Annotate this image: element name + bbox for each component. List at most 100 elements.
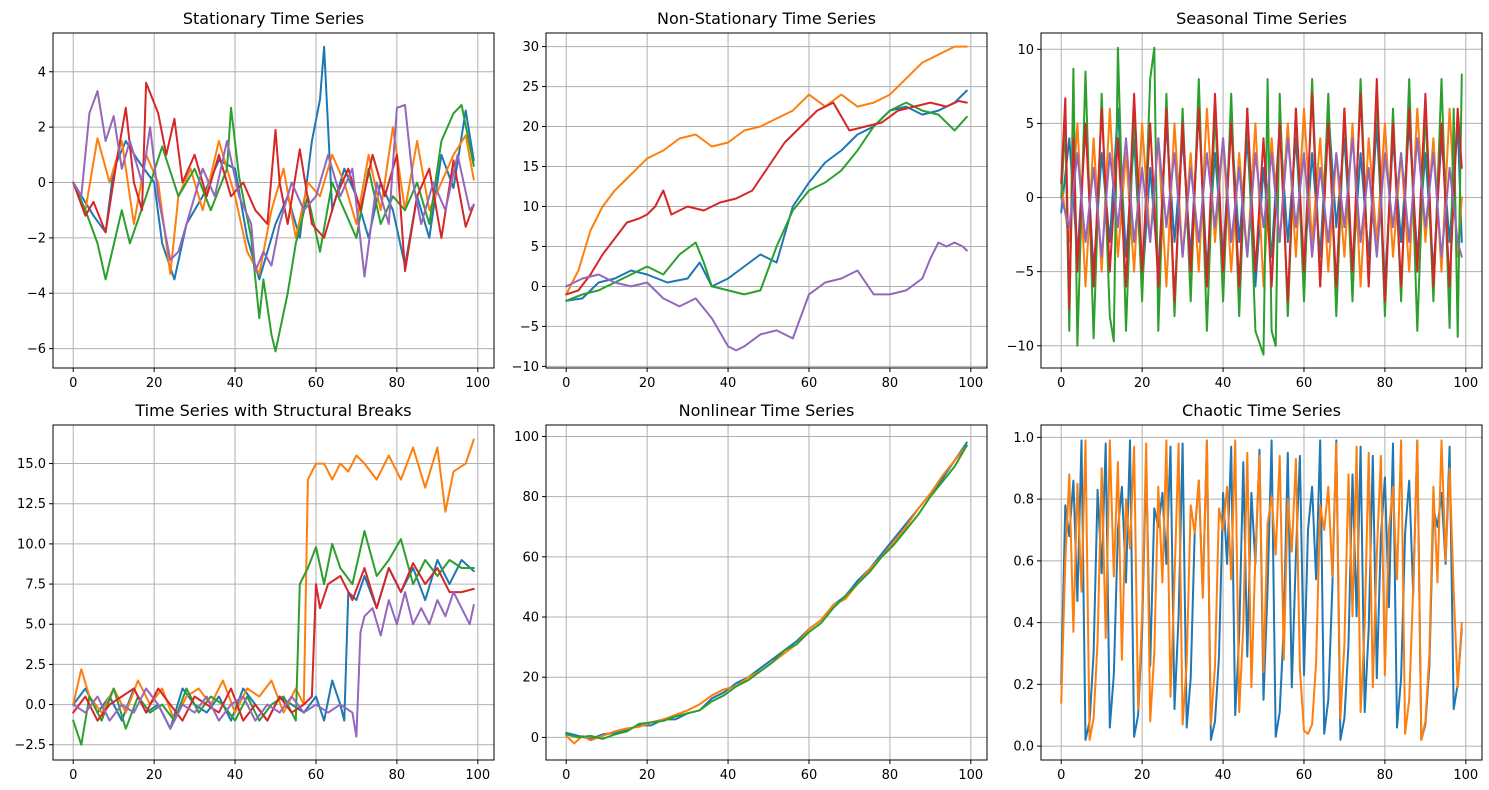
x-tick-label: 60	[801, 376, 818, 391]
chart-title: Chaotic Time Series	[1182, 401, 1341, 420]
series-line	[565, 441, 968, 740]
x-tick-label: 40	[720, 376, 737, 391]
y-tick-label: 10	[522, 200, 539, 215]
y-tick-label: 0	[38, 176, 46, 191]
chart-title: Seasonal Time Series	[1176, 9, 1347, 28]
series-line	[565, 444, 968, 745]
y-tick-label: 5.0	[25, 618, 46, 633]
x-tick-label: 20	[146, 768, 163, 783]
subplot-stationary: 0 20 40 60 80 100 −6 −4 −2 0 2 4 Stationary Time Ser…	[27, 9, 495, 391]
chart-title: Nonlinear Time Series	[679, 401, 855, 420]
series-line	[72, 591, 475, 738]
x-tick-label: 100	[1453, 768, 1478, 783]
subplot-chaotic: 0 20 40 60 80 100 0.0 0.2 0.4 0.6 0.8 1.0 Chaotic Ti…	[1013, 401, 1483, 783]
y-tick-label: 100	[514, 430, 539, 445]
y-tick-label: 40	[522, 611, 539, 626]
y-tick-label: 0.0	[25, 698, 46, 713]
series-line	[565, 45, 968, 296]
y-tick-label: 0.8	[1013, 493, 1034, 508]
y-tick-label: 0	[531, 280, 539, 295]
series-line	[72, 126, 475, 275]
subplot-seasonal: 0 20 40 60 80 100 −10 −5 0 5 10 Seasonal Time Serie…	[1007, 9, 1483, 391]
x-tick-label: 100	[465, 768, 490, 783]
x-tick-label: 20	[639, 376, 656, 391]
chart-title: Time Series with Structural Breaks	[134, 401, 411, 420]
y-tick-label: 0.6	[1013, 554, 1034, 569]
series-line	[565, 101, 968, 302]
y-tick-label: 12.5	[17, 497, 46, 512]
x-tick-label: 100	[1453, 376, 1478, 391]
y-tick-label: 2.5	[25, 658, 46, 673]
chart-title: Non-Stationary Time Series	[657, 9, 876, 28]
y-tick-label: −10	[512, 360, 539, 375]
axes-frame	[52, 32, 495, 369]
series-line	[565, 89, 968, 302]
x-tick-label: 20	[1134, 768, 1151, 783]
x-tick-label: 0	[562, 768, 570, 783]
series-line	[72, 81, 475, 273]
x-tick-label: 100	[958, 768, 983, 783]
series-line	[1060, 107, 1463, 288]
y-tick-label: −4	[27, 287, 46, 302]
series-line	[565, 241, 968, 352]
axes-frame	[52, 424, 495, 761]
x-tick-label: 40	[1215, 768, 1232, 783]
y-tick-label: −5	[1015, 265, 1034, 280]
y-tick-label: −6	[27, 342, 46, 357]
y-tick-label: −10	[1007, 339, 1034, 354]
y-tick-label: 60	[522, 550, 539, 565]
y-tick-label: 30	[522, 40, 539, 55]
y-tick-label: 20	[522, 120, 539, 135]
series-line	[72, 562, 475, 722]
x-tick-label: 0	[1057, 768, 1065, 783]
x-tick-label: 40	[227, 768, 244, 783]
x-tick-label: 20	[146, 376, 163, 391]
x-tick-label: 0	[69, 376, 77, 391]
x-tick-label: 80	[1377, 376, 1394, 391]
x-tick-label: 80	[882, 768, 899, 783]
series-line	[72, 438, 475, 722]
subplot-structural-breaks: 0 20 40 60 80 100 −2.5 0.0 2.5 5.0 7.5 10.0 12.5 15.0…	[14, 401, 495, 783]
y-tick-label: 0.4	[1013, 616, 1034, 631]
series-line	[1060, 439, 1463, 741]
x-tick-label: 0	[1057, 376, 1065, 391]
subplot-nonlinear: 0 20 40 60 80 100 0 20 40 60 80 100 Nonlinear Time S…	[514, 401, 988, 783]
axes-frame	[545, 32, 988, 369]
series-line	[565, 100, 968, 296]
y-tick-label: 20	[522, 671, 539, 686]
y-tick-label: 10.0	[17, 537, 46, 552]
y-tick-label: −2	[27, 231, 46, 246]
x-tick-label: 40	[227, 376, 244, 391]
y-tick-label: 80	[522, 490, 539, 505]
x-tick-label: 60	[308, 768, 325, 783]
y-tick-label: 0.0	[1013, 740, 1034, 755]
x-tick-label: 20	[639, 768, 656, 783]
y-tick-label: −5	[520, 320, 539, 335]
x-tick-label: 40	[1215, 376, 1232, 391]
y-tick-label: 25	[522, 80, 539, 95]
series-line	[72, 90, 475, 278]
x-tick-label: 60	[308, 376, 325, 391]
axes-frame	[1040, 424, 1483, 761]
axes-frame	[545, 424, 988, 761]
x-tick-label: 40	[720, 768, 737, 783]
chart-title: Stationary Time Series	[183, 9, 364, 28]
x-tick-label: 80	[389, 376, 406, 391]
axes-frame	[1040, 32, 1483, 369]
y-tick-label: 10	[1017, 43, 1034, 58]
y-tick-label: 0	[531, 731, 539, 746]
y-tick-label: 15	[522, 160, 539, 175]
y-tick-label: 15.0	[17, 457, 46, 472]
series-line	[1060, 137, 1463, 258]
x-tick-label: 80	[389, 768, 406, 783]
y-tick-label: 5	[1026, 117, 1034, 132]
x-tick-label: 60	[1296, 768, 1313, 783]
y-tick-label: 0.2	[1013, 678, 1034, 693]
series-line	[1060, 78, 1463, 310]
y-tick-label: 2	[38, 121, 46, 136]
y-tick-label: 0	[1026, 191, 1034, 206]
y-tick-label: 4	[38, 65, 46, 80]
x-tick-label: 60	[801, 768, 818, 783]
x-tick-label: 100	[958, 376, 983, 391]
